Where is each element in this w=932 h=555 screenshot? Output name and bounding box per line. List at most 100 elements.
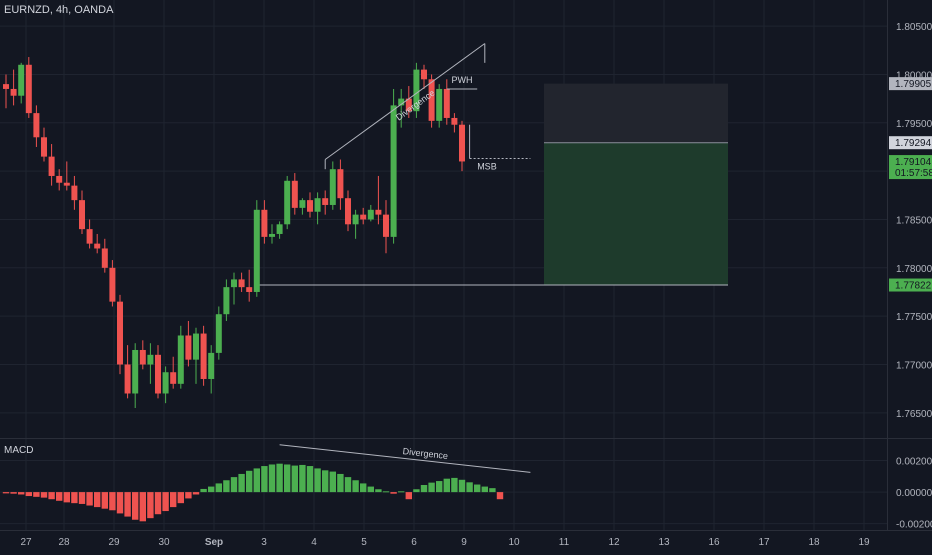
- macd-bar-positive: [299, 464, 306, 493]
- time-tick-label: 18: [808, 537, 820, 548]
- macd-bar-negative: [78, 492, 86, 504]
- macd-bar-negative: [40, 492, 48, 498]
- macd-bar-negative: [18, 492, 25, 495]
- macd-bar-positive: [230, 477, 238, 493]
- candle-down: [25, 64, 32, 114]
- candle-up: [436, 88, 443, 121]
- macd-bar-negative: [177, 492, 184, 504]
- macd-tick-label: -0.00200: [896, 520, 932, 531]
- macd-bar-positive: [481, 486, 488, 493]
- price-badge-target: 1.77822: [895, 281, 932, 292]
- candle-up: [329, 169, 336, 205]
- time-tick-label: 13: [658, 537, 670, 548]
- macd-bar-positive: [284, 464, 291, 493]
- candle-down: [48, 156, 55, 176]
- candle-down: [421, 69, 427, 80]
- price-tick-label: 1.80000: [896, 70, 932, 81]
- candle-down: [345, 198, 351, 225]
- macd-bar-positive: [413, 489, 420, 493]
- candle-down: [33, 113, 40, 138]
- macd-bar-negative: [33, 492, 40, 497]
- macd-bar-positive: [474, 484, 481, 493]
- candle-down: [41, 137, 47, 157]
- macd-bar-negative: [94, 492, 101, 508]
- macd-bar-positive: [253, 468, 260, 493]
- macd-bar-positive: [329, 471, 336, 493]
- candle-down: [443, 88, 450, 118]
- candle-down: [291, 180, 298, 208]
- macd-bar-positive: [428, 482, 435, 493]
- time-tick-label: 12: [608, 537, 620, 548]
- macd-bar-positive: [344, 477, 352, 493]
- macd-bar-negative: [48, 492, 55, 500]
- price-tick-label: 1.78000: [896, 264, 932, 275]
- candle-down: [451, 117, 458, 125]
- macd-bar-positive: [322, 470, 329, 493]
- time-tick-label: 27: [20, 537, 32, 548]
- msb-label: MSB: [477, 162, 497, 172]
- pwh-label: PWH: [452, 75, 473, 85]
- macd-bar-positive: [215, 483, 222, 493]
- macd-bar-positive: [398, 491, 405, 493]
- macd-bar-positive: [382, 491, 390, 493]
- macd-divergence-label: Divergence: [402, 446, 448, 461]
- candle-down: [322, 198, 329, 205]
- price-tick-label: 1.78500: [896, 215, 932, 226]
- macd-bar-positive: [246, 470, 253, 493]
- divergence-line: [324, 43, 486, 160]
- macd-bar-positive: [360, 483, 367, 493]
- candle-down: [238, 279, 245, 288]
- macd-bar-positive: [436, 481, 443, 493]
- macd-label: MACD: [4, 445, 34, 456]
- candle-up: [253, 209, 260, 292]
- candle-down: [185, 335, 192, 360]
- time-tick-label: 6: [411, 537, 417, 548]
- time-tick-label: 5: [361, 537, 367, 548]
- candle-up: [284, 180, 291, 225]
- candle-down: [117, 301, 123, 365]
- macd-bar-positive: [314, 468, 321, 493]
- macd-bar-negative: [109, 492, 116, 511]
- macd-bar-positive: [466, 482, 473, 493]
- macd-bar-negative: [162, 492, 169, 512]
- stop-zone: [544, 83, 728, 143]
- candle-down: [10, 88, 17, 96]
- macd-bar-negative: [496, 492, 504, 500]
- candle-down: [124, 364, 131, 394]
- macd-bar-negative: [154, 492, 162, 515]
- macd-bar-negative: [192, 492, 200, 495]
- macd-bar-positive: [337, 473, 344, 493]
- macd-bar-positive: [291, 465, 298, 493]
- macd-bar-negative: [185, 492, 192, 499]
- candle-up: [18, 64, 25, 96]
- candle-down: [86, 229, 93, 244]
- candle-up: [367, 209, 374, 220]
- macd-bar-negative: [86, 492, 93, 506]
- candle-down: [200, 333, 207, 379]
- macd-bar-positive: [443, 478, 450, 493]
- macd-bar-negative: [124, 492, 131, 517]
- time-tick-label: 16: [708, 537, 720, 548]
- price-tick-label: 1.77500: [896, 312, 932, 323]
- macd-bar-positive: [489, 488, 496, 493]
- macd-bar-negative: [2, 492, 10, 494]
- candle-down: [459, 124, 465, 162]
- candle-down: [56, 175, 63, 183]
- candle-down: [155, 354, 161, 394]
- candle-down: [307, 200, 313, 212]
- candle-down: [261, 209, 268, 237]
- time-tick-label: 10: [508, 537, 520, 548]
- macd-bar-positive: [458, 479, 466, 493]
- candle-up: [208, 352, 215, 379]
- macd-bar-negative: [405, 492, 412, 500]
- candle-down: [360, 214, 367, 220]
- candle-down: [109, 267, 116, 302]
- candle-down: [375, 209, 382, 215]
- candle-up: [390, 105, 397, 237]
- candle-down: [383, 214, 389, 237]
- price-tick-label: 1.79500: [896, 119, 932, 130]
- time-tick-label: 11: [559, 537, 570, 548]
- price-badge-timer: 01:57:58: [895, 168, 932, 179]
